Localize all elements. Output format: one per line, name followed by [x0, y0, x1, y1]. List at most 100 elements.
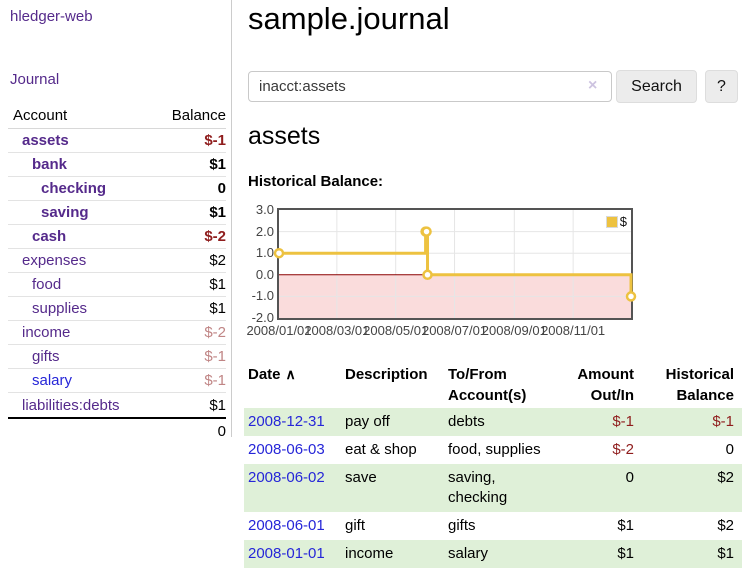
legend-swatch-icon [605, 215, 618, 228]
account-row: supplies $1 [8, 297, 226, 321]
y-tick-label: -1.0 [251, 288, 274, 304]
transaction-balance: $2 [717, 469, 734, 486]
historical-balance-chart: $ 3.0 2.0 1.0 0.0 -1.0 -2.0 2008/01/01 2008/03/… [246, 200, 742, 342]
transaction-accounts: salary [448, 545, 489, 562]
account-link-food[interactable]: food [32, 276, 62, 293]
x-tick-label: 2008/07/01 [421, 323, 488, 338]
chart-plot-area: $ [273, 208, 637, 320]
transaction-row: 2008-06-02 save saving, checking 0 $2 [244, 464, 742, 512]
accounts-total-row: 0 [8, 417, 226, 443]
transaction-accounts: gifts [448, 517, 476, 534]
transaction-amount: $1 [617, 545, 634, 562]
account-row: expenses $2 [8, 249, 226, 273]
account-row: food $1 [8, 273, 226, 297]
transaction-description: pay off [345, 413, 390, 430]
account-link-checking[interactable]: checking [41, 180, 107, 197]
transaction-balance: 0 [725, 441, 734, 458]
account-link-gifts[interactable]: gifts [32, 348, 60, 365]
column-header-balance: Historical Balance [665, 366, 734, 404]
sort-ascending-icon: ∧ [285, 366, 296, 382]
balance-column-header: Balance [171, 106, 226, 124]
account-row: liabilities:debts $1 [8, 393, 226, 417]
search-form: × Search ? [248, 69, 742, 103]
transaction-amount: $-2 [612, 441, 634, 458]
account-link-saving[interactable]: saving [41, 204, 89, 221]
transactions-header-row: Date ∧ Description To/From Account(s) Amo… [244, 362, 742, 408]
transaction-accounts: saving, checking [448, 469, 508, 506]
account-balance: $-1 [204, 348, 226, 365]
column-header-accounts: To/From Account(s) [448, 366, 527, 404]
accounts-table-header: Account Balance [8, 102, 226, 129]
account-balance: $1 [209, 276, 226, 293]
transaction-description: income [345, 545, 394, 562]
transaction-accounts: food, supplies [448, 441, 541, 458]
search-button[interactable]: Search [616, 70, 697, 103]
account-balance: 0 [217, 180, 226, 197]
account-link-bank[interactable]: bank [32, 156, 68, 173]
account-balance: $-2 [204, 228, 226, 245]
transaction-date-link[interactable]: 2008-12-31 [248, 413, 325, 430]
chart-legend: $ [604, 213, 628, 230]
account-row: saving $1 [8, 201, 226, 225]
transaction-date-link[interactable]: 2008-06-02 [248, 469, 325, 486]
transaction-date-link[interactable]: 2008-01-01 [248, 545, 325, 562]
account-row: gifts $-1 [8, 345, 226, 369]
data-point [273, 247, 285, 259]
account-balance: $1 [209, 204, 226, 221]
account-balance: $-1 [204, 372, 226, 389]
transaction-accounts: debts [448, 413, 485, 430]
account-balance: $1 [209, 300, 226, 317]
transaction-balance: $-1 [712, 413, 734, 430]
account-link-income[interactable]: income [22, 324, 71, 341]
y-tick-label: 0.0 [255, 266, 274, 282]
sidebar-accounts-table: Account Balance assets $-1 bank $1 check… [8, 102, 226, 443]
x-tick-label: 2008/05/01 [363, 323, 429, 338]
transactions-table: Date ∧ Description To/From Account(s) Amo… [244, 362, 742, 568]
data-point [625, 291, 637, 302]
account-row: salary $-1 [8, 369, 226, 393]
transaction-balance: $1 [717, 545, 734, 562]
transaction-row: 2008-01-01 income salary $1 $1 [244, 540, 742, 568]
account-balance: $1 [209, 396, 226, 414]
column-header-amount: Amount Out/In [577, 366, 634, 404]
x-tick-label: 2008/01/01 [246, 323, 312, 338]
account-row: assets $-1 [8, 129, 226, 153]
y-tick-label: -2.0 [251, 310, 274, 325]
account-row: bank $1 [8, 153, 226, 177]
x-tick-label: 2008/11/01 [541, 323, 606, 338]
chart-canvas [273, 210, 637, 318]
transaction-amount: 0 [625, 469, 634, 486]
transaction-date-link[interactable]: 2008-06-01 [248, 517, 325, 534]
transaction-description: gift [345, 517, 366, 534]
x-tick-label: 2008/03/01 [304, 323, 370, 338]
help-button[interactable]: ? [705, 70, 738, 103]
account-link-liabilities-debts[interactable]: liabilities:debts [22, 396, 120, 414]
transaction-date-link[interactable]: 2008-06-03 [248, 441, 325, 458]
transaction-balance: $2 [717, 517, 734, 534]
x-tick-label: 2008/09/01 [481, 323, 547, 338]
y-tick-label: 3.0 [255, 202, 274, 217]
account-column-header: Account [13, 106, 68, 124]
account-page-title: assets [248, 122, 321, 150]
account-row: checking 0 [8, 177, 226, 201]
accounts-total-value: 0 [217, 422, 226, 440]
account-balance: $-2 [204, 324, 226, 341]
transaction-row: 2008-06-01 gift gifts $1 $2 [244, 512, 742, 540]
y-tick-label: 2.0 [255, 223, 274, 239]
account-balance: $-1 [204, 132, 226, 149]
account-link-expenses[interactable]: expenses [22, 252, 87, 269]
transaction-amount: $1 [617, 517, 634, 534]
page-title: sample.journal [248, 1, 450, 36]
search-input[interactable] [248, 71, 612, 102]
column-header-date[interactable]: Date ∧ [248, 366, 296, 383]
account-link-cash[interactable]: cash [32, 228, 67, 245]
account-link-supplies[interactable]: supplies [32, 300, 88, 317]
account-link-assets[interactable]: assets [22, 132, 69, 149]
clear-search-icon[interactable]: × [588, 77, 598, 94]
account-row: income $-2 [8, 321, 226, 345]
account-balance: $2 [209, 252, 226, 269]
app-title-link[interactable]: hledger-web [10, 8, 93, 25]
account-link-salary[interactable]: salary [32, 372, 73, 389]
transaction-amount: $-1 [612, 413, 634, 430]
sidebar-item-journal[interactable]: Journal [10, 71, 60, 88]
